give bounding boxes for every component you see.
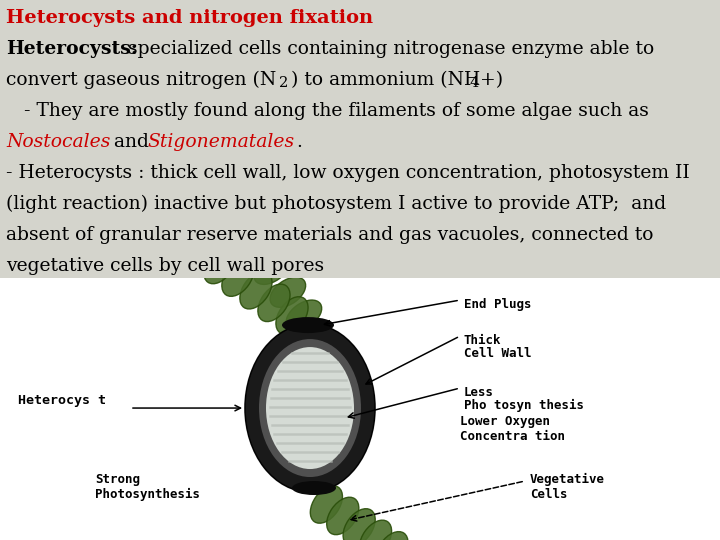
Text: 2: 2: [279, 76, 288, 90]
Text: 4: 4: [469, 76, 478, 90]
Text: Vegetative
Cells: Vegetative Cells: [530, 473, 605, 501]
Ellipse shape: [254, 254, 289, 285]
Text: and: and: [108, 133, 155, 151]
Ellipse shape: [252, 333, 368, 483]
Text: convert gaseous nitrogen (N: convert gaseous nitrogen (N: [6, 71, 276, 89]
Ellipse shape: [327, 497, 359, 535]
Text: Heterocysts:: Heterocysts:: [6, 39, 138, 58]
Ellipse shape: [258, 284, 290, 322]
Text: Strong
Photosynthesis: Strong Photosynthesis: [95, 473, 200, 501]
Text: Stigonematales: Stigonematales: [147, 133, 294, 151]
Ellipse shape: [222, 259, 254, 296]
Ellipse shape: [310, 486, 343, 523]
Ellipse shape: [292, 481, 336, 495]
Ellipse shape: [343, 509, 375, 540]
Text: absent of granular reserve materials and gas vacuoles, connected to: absent of granular reserve materials and…: [6, 226, 654, 244]
Ellipse shape: [282, 317, 334, 333]
Ellipse shape: [259, 339, 361, 477]
Text: - They are mostly found along the filaments of some algae such as: - They are mostly found along the filame…: [6, 102, 649, 120]
Ellipse shape: [266, 347, 354, 469]
Ellipse shape: [276, 296, 308, 334]
Ellipse shape: [376, 531, 408, 540]
Ellipse shape: [244, 323, 376, 493]
Ellipse shape: [246, 325, 374, 491]
Ellipse shape: [186, 234, 218, 271]
Ellipse shape: [286, 300, 322, 330]
Ellipse shape: [245, 324, 375, 492]
Text: (light reaction) inactive but photosystem I active to provide ATP;  and: (light reaction) inactive but photosyste…: [6, 195, 666, 213]
Text: End Plugs: End Plugs: [464, 298, 531, 311]
Ellipse shape: [240, 272, 272, 309]
Text: +): +): [480, 71, 503, 89]
Text: Heterocysts and nitrogen fixation: Heterocysts and nitrogen fixation: [6, 9, 373, 26]
Ellipse shape: [248, 329, 372, 487]
Ellipse shape: [251, 331, 370, 485]
Text: Less: Less: [464, 386, 494, 399]
Ellipse shape: [204, 246, 236, 284]
Text: specialized cells containing nitrogenase enzyme able to: specialized cells containing nitrogenase…: [122, 39, 654, 58]
Text: Thick: Thick: [464, 334, 502, 347]
Text: Heterocys t: Heterocys t: [18, 394, 106, 407]
Text: Pho tosyn thesis: Pho tosyn thesis: [464, 399, 584, 412]
Text: Nostocales: Nostocales: [6, 133, 110, 151]
Ellipse shape: [247, 327, 373, 489]
Text: Lower Oxygen
Concentra tion: Lower Oxygen Concentra tion: [460, 415, 565, 443]
Text: ) to ammonium (NH: ) to ammonium (NH: [291, 71, 480, 89]
Text: .: .: [296, 133, 302, 151]
Ellipse shape: [359, 520, 392, 540]
Text: vegetative cells by cell wall pores: vegetative cells by cell wall pores: [6, 256, 324, 275]
Ellipse shape: [270, 277, 306, 307]
Text: Cell Wall: Cell Wall: [464, 347, 531, 360]
Text: - Heterocysts : thick cell wall, low oxygen concentration, photosystem II: - Heterocysts : thick cell wall, low oxy…: [6, 164, 690, 181]
